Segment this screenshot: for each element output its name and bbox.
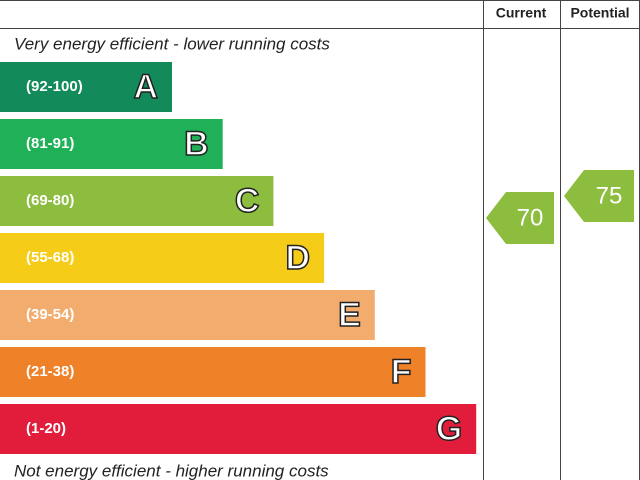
band-letter: A [133,68,158,106]
current-value: 70 [517,204,544,231]
potential-value: 75 [596,182,623,209]
band-range: (55-68) [26,249,74,266]
current-header: Current [496,5,547,21]
potential-arrow [564,170,634,222]
band-bar [0,62,172,112]
band-bar [0,176,274,226]
band-letter: C [235,182,260,220]
band-bar [0,290,375,340]
bottom-label: Not energy efficient - higher running co… [14,461,329,480]
band-range: (92-100) [26,78,83,95]
band-range: (1-20) [26,420,66,437]
band-bar [0,404,477,454]
band-bar [0,347,426,397]
band-range: (39-54) [26,306,74,323]
current-arrow [486,192,554,244]
band-bar [0,119,223,169]
top-label: Very energy efficient - lower running co… [14,34,330,53]
band-range: (81-91) [26,135,74,152]
band-letter: D [286,239,311,277]
band-bar [0,233,325,283]
band-letter: B [184,125,209,163]
band-range: (69-80) [26,192,74,209]
band-letter: F [391,353,412,391]
band-range: (21-38) [26,363,74,380]
potential-header: Potential [570,5,629,21]
band-letter: G [436,410,462,448]
band-letter: E [338,296,361,334]
